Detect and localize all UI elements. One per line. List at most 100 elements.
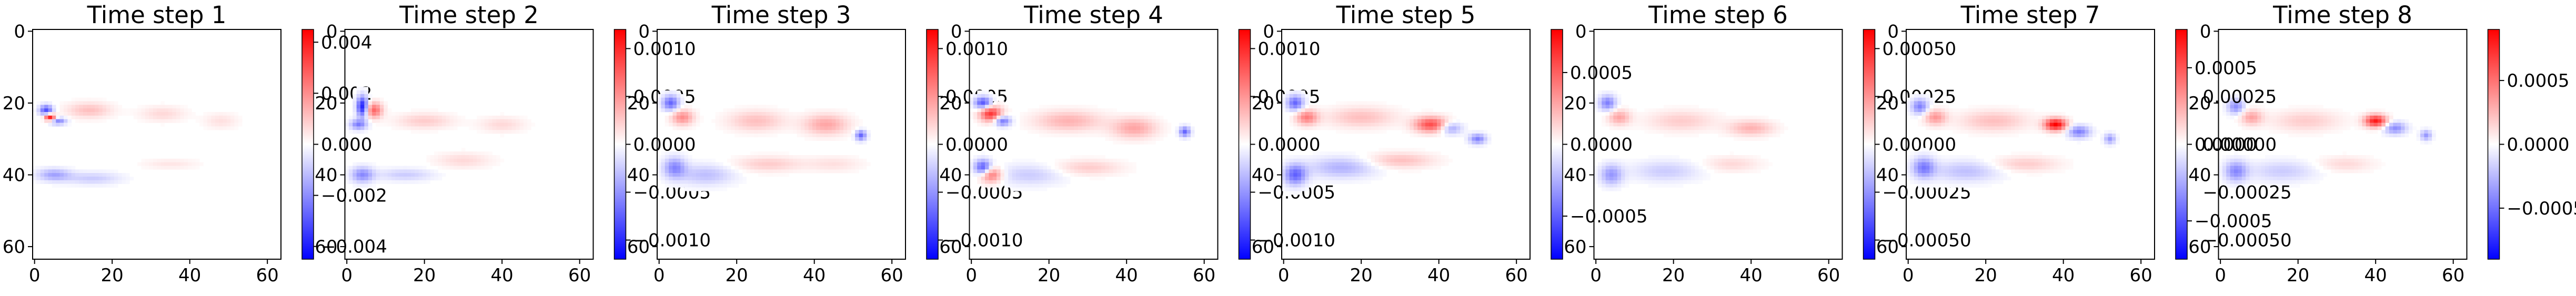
heatmap-cell xyxy=(1765,119,1769,123)
heatmap-cell xyxy=(981,115,985,120)
heatmap-cell xyxy=(1082,115,1086,120)
heatmap-cell xyxy=(160,166,165,170)
heatmap-cell xyxy=(1163,134,1168,138)
heatmap-cell xyxy=(711,187,716,191)
heatmap-cell xyxy=(36,173,41,177)
heatmap-cell xyxy=(719,187,723,191)
heatmap-cell xyxy=(75,173,79,177)
heatmap-cell xyxy=(1051,130,1055,134)
heatmap-cell xyxy=(1301,97,1305,101)
heatmap-cell xyxy=(669,105,673,109)
heatmap-cell xyxy=(2311,108,2316,113)
heatmap-cell xyxy=(1336,105,1340,109)
heatmap-cell xyxy=(2234,112,2238,116)
heatmap-cell xyxy=(2327,119,2331,123)
heatmap-cell xyxy=(211,119,215,123)
heatmap-cell xyxy=(2241,105,2246,109)
heatmap-cell xyxy=(1760,158,1765,162)
heatmap-cell xyxy=(773,166,778,170)
heatmap-cell xyxy=(141,158,146,162)
heatmap-cell xyxy=(2253,105,2258,109)
heatmap-cell xyxy=(114,112,118,116)
heatmap-cell xyxy=(1617,183,1622,188)
heatmap-cell xyxy=(738,105,743,109)
heatmap-cell xyxy=(820,137,824,141)
heatmap-cell xyxy=(1734,137,1738,141)
heatmap-cell xyxy=(785,155,790,159)
heatmap-cell xyxy=(1976,176,1980,181)
heatmap-cell xyxy=(353,173,357,177)
heatmap-cell xyxy=(1976,183,1980,188)
heatmap-cell xyxy=(1995,169,2000,173)
heatmap-cell xyxy=(48,108,53,113)
heatmap-cell xyxy=(727,158,731,162)
heatmap-cell xyxy=(395,173,400,177)
heatmap-cell xyxy=(781,166,786,170)
heatmap-cell xyxy=(1059,162,1063,166)
heatmap-cell xyxy=(2292,123,2297,127)
heatmap-cell xyxy=(1054,130,1059,134)
heatmap-cell xyxy=(1760,119,1765,123)
heatmap-cell xyxy=(1456,123,1461,127)
heatmap-cell xyxy=(461,166,466,170)
heatmap-cell xyxy=(129,112,134,116)
heatmap-cell xyxy=(1359,123,1364,127)
heatmap-cell xyxy=(669,112,673,116)
heatmap-cell xyxy=(758,112,762,116)
heatmap-cell xyxy=(1004,115,1009,120)
heatmap-cell xyxy=(1734,126,1738,130)
heatmap-cell xyxy=(79,169,84,173)
heatmap-cell xyxy=(1487,140,1492,145)
heatmap-cell xyxy=(723,183,728,188)
heatmap-cell xyxy=(1914,94,1918,98)
heatmap-cell xyxy=(1301,166,1305,170)
heatmap-cell xyxy=(52,173,56,177)
heatmap-cell xyxy=(160,105,165,109)
heatmap-cell xyxy=(1968,130,1973,134)
heatmap-cell xyxy=(1995,158,2000,162)
heatmap-cell xyxy=(766,134,770,138)
heatmap-cell xyxy=(457,115,462,120)
heatmap-cell xyxy=(1729,169,1734,173)
heatmap-cell xyxy=(2057,134,2062,138)
heatmap-cell xyxy=(2088,137,2093,141)
heatmap-cell xyxy=(426,155,431,159)
heatmap-cell xyxy=(992,158,997,162)
heatmap-cell xyxy=(680,94,685,98)
heatmap-cell xyxy=(102,119,107,123)
heatmap-cell xyxy=(1628,180,1633,184)
heatmap-cell xyxy=(2280,115,2285,120)
heatmap-cell xyxy=(1093,112,1098,116)
heatmap-cell xyxy=(812,166,817,170)
heatmap-cell xyxy=(71,105,76,109)
heatmap-cell xyxy=(492,126,497,130)
heatmap-cell xyxy=(485,166,489,170)
heatmap-cell xyxy=(1043,173,1048,177)
heatmap-cell xyxy=(403,180,407,184)
heatmap-cell xyxy=(696,158,700,162)
heatmap-cell xyxy=(824,108,828,113)
heatmap-cell xyxy=(855,137,859,141)
heatmap-cell xyxy=(1621,166,1625,170)
heatmap-cell xyxy=(754,119,759,123)
heatmap-cell xyxy=(1347,151,1352,156)
heatmap-cell xyxy=(1933,173,1938,177)
heatmap-cell xyxy=(1285,94,1290,98)
heatmap-cell xyxy=(657,176,661,181)
heatmap-cell xyxy=(676,169,681,173)
heatmap-cell xyxy=(1933,162,1938,166)
heatmap-cell xyxy=(1105,123,1110,127)
heatmap-cell xyxy=(777,115,782,120)
heatmap-cell xyxy=(738,180,743,184)
heatmap-cell xyxy=(2011,134,2015,138)
heatmap-cell xyxy=(1964,112,1969,116)
y-tick-label: 40 xyxy=(1564,165,1586,186)
heatmap-cell xyxy=(977,97,981,101)
x-tick-label: 0 xyxy=(653,265,665,286)
heatmap-cell xyxy=(804,134,809,138)
heatmap-cell xyxy=(862,162,867,166)
heatmap-cell xyxy=(1124,134,1129,138)
heatmap-cell xyxy=(2366,108,2370,113)
heatmap-cell xyxy=(1703,126,1707,130)
